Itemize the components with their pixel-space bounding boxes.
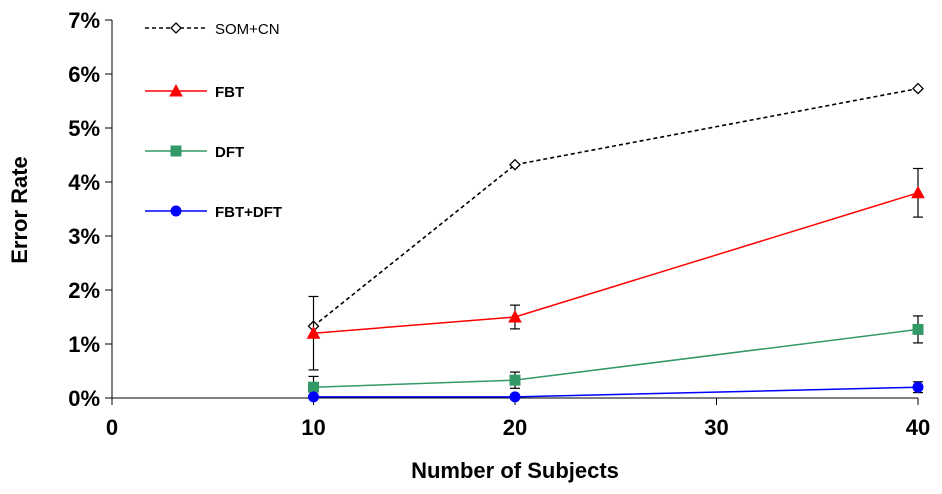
x-tick-label: 10 xyxy=(301,415,325,440)
series-line xyxy=(313,328,919,388)
data-point xyxy=(509,158,521,171)
y-tick-label: 6% xyxy=(68,62,100,87)
y-tick-label: 2% xyxy=(68,278,100,303)
legend-label: DFT xyxy=(215,144,244,161)
legend-label: FBT+DFT xyxy=(215,204,282,221)
data-point xyxy=(912,323,924,335)
series-fbt xyxy=(306,167,925,371)
series-line xyxy=(312,87,919,327)
legend-item: SOM+CN xyxy=(145,21,280,38)
series-som-cn xyxy=(307,82,924,333)
legend: SOM+CN FBT DFT FBT+DFT xyxy=(145,21,282,221)
legend-item: FBT+DFT xyxy=(145,204,282,221)
series-layer xyxy=(306,82,925,403)
y-tick-label: 1% xyxy=(68,332,100,357)
series-dft xyxy=(308,315,924,399)
legend-marker xyxy=(169,83,183,97)
series-fbt-dft xyxy=(308,381,924,403)
legend-marker xyxy=(170,22,182,34)
series-line xyxy=(313,386,919,398)
y-tick-label: 7% xyxy=(68,8,100,33)
series-line xyxy=(313,192,919,334)
data-point xyxy=(911,185,925,199)
y-tick-label: 3% xyxy=(68,224,100,249)
x-tick-label: 20 xyxy=(503,415,527,440)
data-point xyxy=(308,391,319,403)
data-point xyxy=(306,326,321,339)
data-point xyxy=(308,381,319,393)
data-point xyxy=(912,381,924,393)
y-tick-label: 4% xyxy=(68,170,100,195)
data-point xyxy=(912,82,924,95)
data-point xyxy=(509,391,521,403)
legend-item: FBT xyxy=(145,83,244,101)
y-axis-title: Error Rate xyxy=(7,156,32,264)
data-point xyxy=(509,374,521,386)
legend-label: FBT xyxy=(215,84,244,101)
x-axis: 0 10 20 30 40 xyxy=(106,397,930,440)
legend-label: SOM+CN xyxy=(215,21,280,38)
x-axis-title: Number of Subjects xyxy=(411,458,619,483)
x-tick-label: 30 xyxy=(704,415,728,440)
y-tick-label: 5% xyxy=(68,116,100,141)
y-axis: 0% 1% 2% 3% 4% 5% 6% 7% xyxy=(68,8,113,411)
y-tick-label: 0% xyxy=(68,386,100,411)
legend-marker xyxy=(170,205,182,217)
data-point xyxy=(508,309,522,323)
legend-marker xyxy=(170,145,182,157)
x-tick-label: 0 xyxy=(106,415,118,440)
x-tick-label: 40 xyxy=(906,415,930,440)
legend-item: DFT xyxy=(145,144,244,161)
